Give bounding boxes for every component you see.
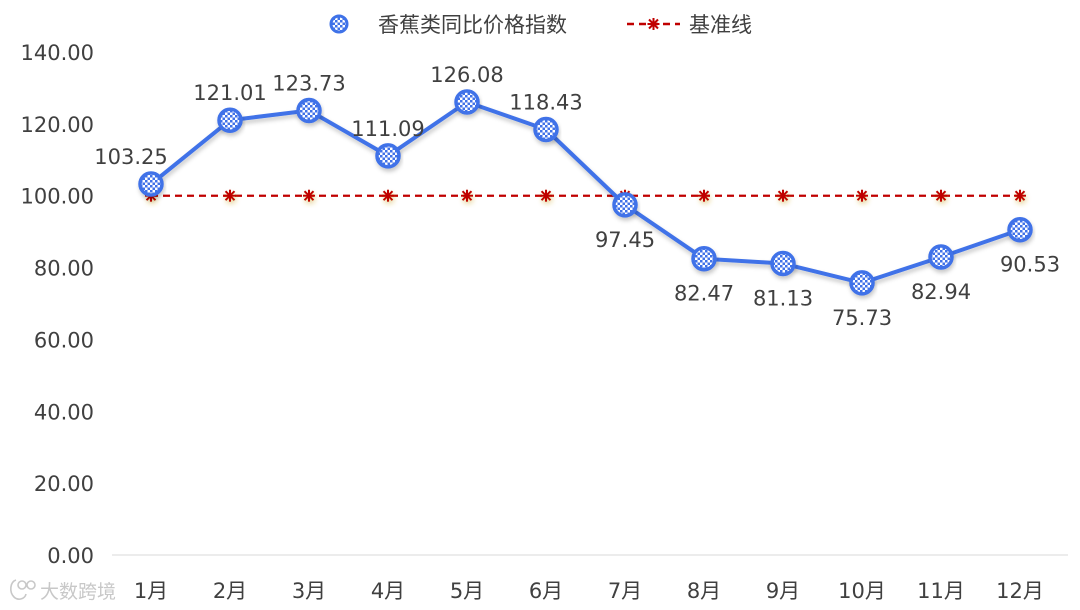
data-label: 90.53	[1000, 253, 1060, 277]
x-tick-label: 1月	[134, 579, 168, 603]
data-label: 126.08	[430, 63, 503, 87]
baseline-point	[935, 189, 947, 202]
baseline-point	[382, 189, 394, 202]
watermark-text: 大数跨境	[40, 581, 116, 603]
data-label: 82.47	[674, 282, 734, 306]
y-tick-label: 20.00	[34, 472, 94, 496]
x-tick-label: 5月	[450, 579, 484, 603]
baseline-point	[224, 189, 236, 202]
legend-marker-baseline	[647, 18, 660, 30]
y-tick-label: 0.00	[47, 544, 94, 568]
price-index-point	[296, 97, 322, 124]
baseline-point	[303, 189, 315, 202]
y-tick-label: 140.00	[21, 41, 94, 65]
x-tick-label: 2月	[213, 579, 247, 603]
data-label: 103.25	[94, 145, 167, 169]
data-label: 123.73	[272, 71, 345, 95]
y-tick-label: 80.00	[34, 257, 94, 281]
x-tick-label: 8月	[687, 579, 721, 603]
price-index-point	[1007, 216, 1033, 243]
y-tick-label: 60.00	[34, 328, 94, 352]
logo-icon	[10, 579, 36, 600]
x-tick-label: 3月	[292, 579, 326, 603]
baseline-point	[461, 189, 473, 202]
x-tick-label: 9月	[766, 579, 800, 603]
series-baseline	[145, 189, 1026, 202]
price-index-point	[612, 192, 638, 218]
legend: 香蕉类同比价格指数 基准线	[310, 13, 752, 37]
price-index-point	[375, 143, 401, 169]
data-label: 81.13	[753, 287, 813, 311]
price-index-point	[138, 171, 164, 197]
x-tick-label: 11月	[917, 579, 965, 603]
price-index-point	[849, 270, 875, 296]
baseline-point	[540, 189, 552, 202]
price-index-point	[691, 245, 717, 272]
series-price-index	[138, 89, 1033, 296]
baseline-point	[1014, 189, 1026, 202]
data-label: 121.01	[193, 81, 266, 105]
price-index-point	[770, 250, 796, 277]
legend-label-price-index: 香蕉类同比价格指数	[378, 13, 567, 37]
price-index-point	[928, 244, 954, 270]
x-tick-label: 7月	[608, 579, 642, 603]
y-tick-label: 40.00	[34, 400, 94, 424]
baseline-point	[856, 189, 868, 202]
data-label: 75.73	[832, 306, 892, 330]
baseline-point	[777, 189, 789, 202]
x-tick-label: 10月	[838, 579, 886, 603]
y-tick-label: 120.00	[21, 113, 94, 137]
y-axis: 0.00 20.00 40.00 60.00 80.00 100.00 120.00 140.…	[21, 41, 94, 568]
price-index-point	[533, 116, 559, 143]
data-label: 97.45	[595, 228, 655, 252]
price-index-point	[217, 107, 243, 133]
data-label: 82.94	[911, 280, 971, 304]
price-index-point	[454, 89, 480, 115]
data-label: 111.09	[351, 117, 424, 141]
data-label: 118.43	[509, 90, 582, 114]
x-tick-label: 4月	[371, 579, 405, 603]
baseline-point	[698, 189, 710, 202]
price-index-line	[149, 100, 1021, 285]
x-axis: 1月 2月 3月 4月 5月 6月 7月 8月 9月 10月 11月 12月	[134, 579, 1044, 603]
legend-marker-price-index	[329, 14, 349, 34]
legend-label-baseline: 基准线	[689, 13, 752, 37]
x-tick-label: 6月	[529, 579, 563, 603]
x-tick-label: 12月	[996, 579, 1044, 603]
y-tick-label: 100.00	[21, 185, 94, 209]
watermark: 大数跨境	[10, 579, 116, 603]
